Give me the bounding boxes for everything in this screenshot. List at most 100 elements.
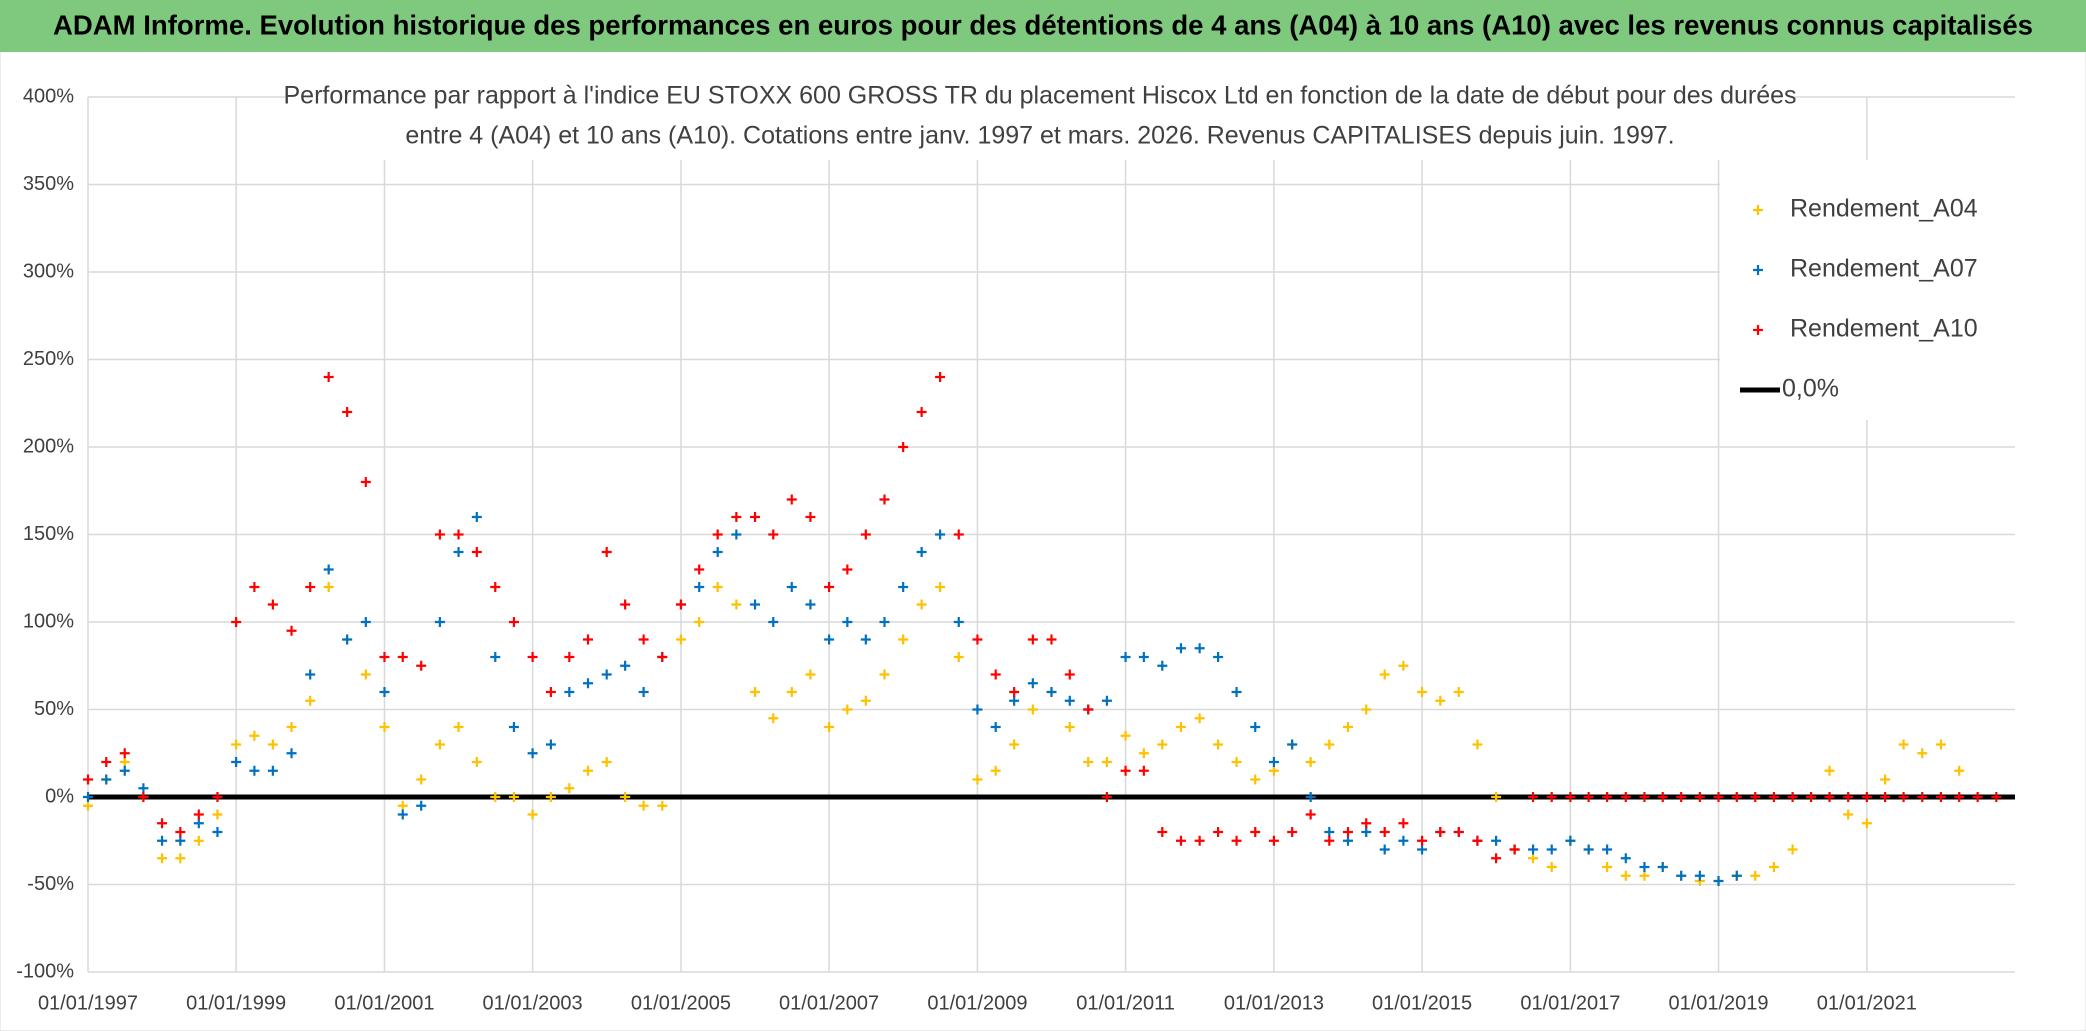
- legend-box: [1720, 160, 2020, 420]
- data-point: [1138, 765, 1149, 776]
- data-point: [768, 529, 779, 540]
- y-tick-label: -50%: [27, 873, 74, 895]
- data-point: [1935, 739, 1946, 750]
- data-point: [1954, 792, 1965, 802]
- data-point: [694, 582, 705, 592]
- data-point: [1287, 739, 1298, 750]
- data-point: [1101, 757, 1112, 767]
- chart-subtitle: entre 4 (A04) et 10 ans (A10). Cotations…: [405, 122, 1674, 150]
- data-point: [397, 800, 408, 811]
- x-tick-label: 01/01/2007: [779, 992, 879, 1014]
- data-point: [601, 669, 612, 680]
- data-point: [286, 722, 297, 732]
- data-point: [1843, 792, 1854, 802]
- data-point: [1620, 792, 1631, 802]
- data-point: [1750, 870, 1761, 881]
- legend-label: Rendement_A04: [1790, 195, 1978, 223]
- data-point: [879, 494, 890, 505]
- data-point: [119, 765, 130, 776]
- x-tick-label: 01/01/2003: [483, 992, 583, 1014]
- x-tick-label: 01/01/2017: [1520, 992, 1620, 1014]
- data-point: [249, 582, 260, 592]
- data-point: [860, 634, 871, 645]
- data-point: [157, 818, 168, 829]
- data-point: [1398, 835, 1409, 846]
- data-point: [990, 765, 1001, 776]
- legend-marker: [1753, 325, 1763, 335]
- data-point: [175, 835, 186, 846]
- data-point: [1565, 835, 1576, 846]
- data-point: [675, 634, 686, 645]
- data-point: [360, 617, 371, 627]
- data-point: [1138, 748, 1149, 759]
- data-point: [1324, 835, 1335, 846]
- data-point: [1213, 652, 1224, 662]
- data-point: [786, 687, 797, 697]
- chart-title: ADAM Informe. Evolution historique des p…: [53, 9, 2033, 40]
- data-point: [972, 634, 983, 645]
- data-point: [1639, 792, 1650, 802]
- data-point: [1676, 792, 1687, 802]
- data-point: [508, 617, 519, 627]
- data-point: [1361, 827, 1372, 837]
- data-point: [731, 529, 742, 540]
- data-point: [1583, 792, 1594, 802]
- data-point: [1491, 853, 1502, 864]
- data-point: [564, 652, 575, 662]
- data-point: [1880, 774, 1891, 785]
- data-point: [490, 582, 501, 592]
- data-point: [1768, 862, 1779, 872]
- data-point: [1157, 827, 1168, 837]
- data-point: [1546, 792, 1557, 802]
- x-tick-label: 01/01/2005: [631, 992, 731, 1014]
- data-point: [712, 547, 723, 557]
- data-point: [1546, 862, 1557, 872]
- data-point: [1379, 827, 1390, 837]
- data-point: [1305, 792, 1316, 802]
- data-point: [471, 547, 482, 557]
- data-point: [620, 599, 631, 610]
- data-point: [119, 757, 130, 767]
- chart-subtitle: Performance par rapport à l'indice EU ST…: [283, 82, 1796, 110]
- data-point: [1027, 678, 1038, 689]
- data-point: [286, 748, 297, 759]
- y-tick-label: 200%: [23, 435, 74, 457]
- data-point: [805, 599, 816, 610]
- data-point: [212, 809, 223, 820]
- data-point: [1268, 757, 1279, 767]
- data-point: [231, 757, 242, 767]
- data-point: [527, 809, 538, 820]
- data-point: [1101, 695, 1112, 706]
- data-point: [953, 617, 964, 627]
- data-point: [824, 634, 835, 645]
- data-point: [1175, 643, 1186, 654]
- data-point: [267, 599, 278, 610]
- data-point: [1120, 765, 1131, 776]
- data-point: [545, 687, 556, 697]
- data-point: [935, 372, 946, 382]
- data-point: [1231, 757, 1242, 767]
- data-point: [1138, 652, 1149, 662]
- data-point: [175, 853, 186, 864]
- data-point: [1064, 722, 1075, 732]
- legend-label: Rendement_A07: [1790, 255, 1978, 283]
- data-point: [1120, 652, 1131, 662]
- data-point: [1787, 792, 1798, 802]
- data-point: [1787, 844, 1798, 855]
- data-point: [1175, 722, 1186, 732]
- data-point: [305, 582, 316, 592]
- data-point: [1620, 870, 1631, 881]
- data-point: [731, 512, 742, 522]
- data-point: [397, 652, 408, 662]
- data-point: [1398, 660, 1409, 671]
- data-point: [953, 652, 964, 662]
- data-point: [1046, 634, 1057, 645]
- data-point: [1676, 870, 1687, 881]
- data-point: [1009, 695, 1020, 706]
- data-point: [916, 407, 927, 417]
- data-point: [1453, 827, 1464, 837]
- data-point: [157, 835, 168, 846]
- data-point: [564, 783, 575, 794]
- data-point: [1602, 792, 1613, 802]
